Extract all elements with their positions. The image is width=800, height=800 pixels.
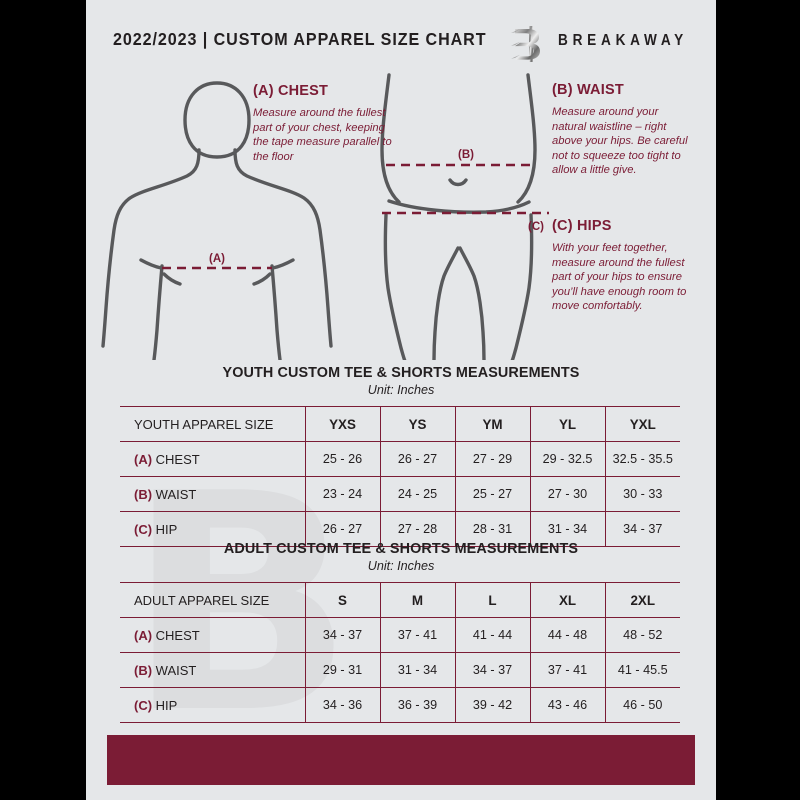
adult-measure-cell: 34 - 37: [304, 617, 380, 653]
youth-apparel-size-header: YOUTH APPAREL SIZE: [120, 406, 305, 442]
measure-tag: (C): [134, 697, 153, 713]
adult-row-label: (A) CHEST: [120, 617, 305, 653]
adult-column-header: 2XL: [604, 582, 680, 618]
adult-size-table-section: ADULT CUSTOM TEE & SHORTS MEASUREMENTS U…: [86, 541, 716, 723]
youth-measure-cell: 30 - 33: [604, 476, 680, 512]
page-title: 2022/2023 | CUSTOM APPAREL SIZE CHART: [113, 29, 487, 49]
table-row: (A) CHEST 34 - 37 37 - 41 41 - 44 44 - 48 48 …: [120, 617, 680, 653]
breakaway-b-monogram-icon: [509, 24, 547, 64]
youth-column-header: YM: [454, 406, 530, 442]
youth-measure-cell: 34 - 37: [604, 511, 680, 547]
adult-measure-cell: 48 - 52: [604, 617, 680, 653]
youth-row-label: (C) HIP: [120, 511, 305, 547]
adult-column-header: XL: [529, 582, 605, 618]
callout-hips: (C) HIPS With your feet together, measur…: [552, 218, 692, 314]
measure-tag: (C): [134, 521, 153, 537]
callout-chest-body: Measure around the fullest part of your …: [253, 107, 392, 163]
adult-column-header: M: [379, 582, 455, 618]
adult-column-header: S: [304, 582, 380, 618]
measure-tag: (B): [134, 486, 153, 502]
measure-tag: (A): [134, 451, 153, 467]
youth-column-header: YL: [529, 406, 605, 442]
adult-table-header-row: ADULT APPAREL SIZE S M L XL 2XL: [120, 582, 680, 618]
youth-measure-cell: 24 - 25: [379, 476, 455, 512]
youth-measure-cell: 28 - 31: [454, 511, 530, 547]
youth-measure-cell: 26 - 27: [379, 441, 455, 477]
adult-table-title: ADULT CUSTOM TEE & SHORTS MEASUREMENTS: [223, 541, 579, 557]
youth-column-header: YS: [379, 406, 455, 442]
callout-waist-body: Measure around your natural waistline – …: [552, 106, 688, 177]
letterbox-right: [716, 0, 800, 800]
brand-wordmark: BREAKAWAY: [558, 32, 689, 49]
youth-table-title: YOUTH CUSTOM TEE & SHORTS MEASUREMENTS: [222, 365, 580, 381]
adult-measure-cell: 39 - 42: [454, 687, 530, 723]
youth-measure-cell: 32.5 - 35.5: [604, 441, 680, 477]
adult-row-label: (C) HIP: [120, 687, 305, 723]
upper-body-figure: [101, 81, 333, 360]
youth-column-header: YXL: [604, 406, 680, 442]
table-row: (B) WAIST 23 - 24 24 - 25 25 - 27 27 - 30 30 …: [120, 476, 680, 512]
youth-size-table-section: YOUTH CUSTOM TEE & SHORTS MEASUREMENTS U…: [86, 365, 716, 547]
youth-size-table: YOUTH APPAREL SIZE YXS YS YM YL YXL (A) CHEST 2…: [120, 406, 680, 547]
page-header: 2022/2023 | CUSTOM APPAREL SIZE CHART: [86, 0, 716, 70]
adult-column-header: L: [454, 582, 530, 618]
waist-measure-label: (B): [458, 149, 474, 161]
table-row: (C) HIP 26 - 27 27 - 28 28 - 31 31 - 34 34 - …: [120, 511, 680, 547]
youth-measure-cell: 26 - 27: [304, 511, 380, 547]
adult-measure-cell: 43 - 46: [529, 687, 605, 723]
size-chart-page: B 2022/2023 | CUSTOM APPAREL SIZE CHART: [86, 0, 716, 800]
measure-tag: (A): [134, 627, 153, 643]
letterbox-left: [0, 0, 86, 800]
adult-table-unit: Unit: Inches: [367, 559, 435, 573]
youth-measure-cell: 27 - 30: [529, 476, 605, 512]
adult-measure-cell: 29 - 31: [304, 652, 380, 688]
adult-measure-cell: 44 - 48: [529, 617, 605, 653]
callout-hips-heading: (C) HIPS: [552, 218, 612, 234]
callout-waist: (B) WAIST Measure around your natural wa…: [552, 82, 688, 178]
adult-measure-cell: 41 - 45.5: [604, 652, 680, 688]
youth-measure-cell: 23 - 24: [304, 476, 380, 512]
adult-measure-cell: 34 - 37: [454, 652, 530, 688]
youth-measure-cell: 31 - 34: [529, 511, 605, 547]
adult-measure-cell: 36 - 39: [379, 687, 455, 723]
youth-measure-cell: 29 - 32.5: [529, 441, 605, 477]
adult-measure-cell: 34 - 36: [304, 687, 380, 723]
adult-measure-cell: 37 - 41: [529, 652, 605, 688]
youth-measure-cell: 27 - 28: [379, 511, 455, 547]
callout-chest: (A) CHEST Measure around the fullest par…: [253, 83, 403, 164]
callout-chest-heading: (A) CHEST: [253, 83, 329, 99]
youth-table-unit: Unit: Inches: [367, 383, 435, 397]
measure-tag: (B): [134, 662, 153, 678]
footer-bar: [107, 735, 695, 785]
table-row: (A) CHEST 25 - 26 26 - 27 27 - 29 29 - 32.5 3…: [120, 441, 680, 477]
lower-body-figure: [380, 73, 537, 360]
callout-waist-heading: (B) WAIST: [552, 82, 624, 98]
adult-measure-cell: 46 - 50: [604, 687, 680, 723]
youth-row-label: (B) WAIST: [120, 476, 305, 512]
youth-measure-cell: 25 - 27: [454, 476, 530, 512]
table-row: (B) WAIST 29 - 31 31 - 34 34 - 37 37 - 41 41 …: [120, 652, 680, 688]
youth-column-header: YXS: [304, 406, 380, 442]
adult-measure-cell: 37 - 41: [379, 617, 455, 653]
adult-measure-cell: 41 - 44: [454, 617, 530, 653]
youth-table-header-row: YOUTH APPAREL SIZE YXS YS YM YL YXL: [120, 406, 680, 442]
youth-row-label: (A) CHEST: [120, 441, 305, 477]
chest-measure-label: (A): [209, 253, 225, 265]
hip-measure-label: (C): [528, 221, 544, 233]
table-row: (C) HIP 34 - 36 36 - 39 39 - 42 43 - 46 46 - …: [120, 687, 680, 723]
adult-measure-cell: 31 - 34: [379, 652, 455, 688]
adult-apparel-size-header: ADULT APPAREL SIZE: [120, 582, 305, 618]
body-figures-illustration: (A) (B) (C): [101, 73, 549, 360]
youth-measure-cell: 25 - 26: [304, 441, 380, 477]
adult-row-label: (B) WAIST: [120, 652, 305, 688]
measurement-figures: (A) (B) (C): [86, 70, 716, 360]
callout-hips-body: With your feet together, measure around …: [552, 242, 687, 313]
adult-size-table: ADULT APPAREL SIZE S M L XL 2XL (A) CHEST 34 - …: [120, 582, 680, 723]
youth-measure-cell: 27 - 29: [454, 441, 530, 477]
